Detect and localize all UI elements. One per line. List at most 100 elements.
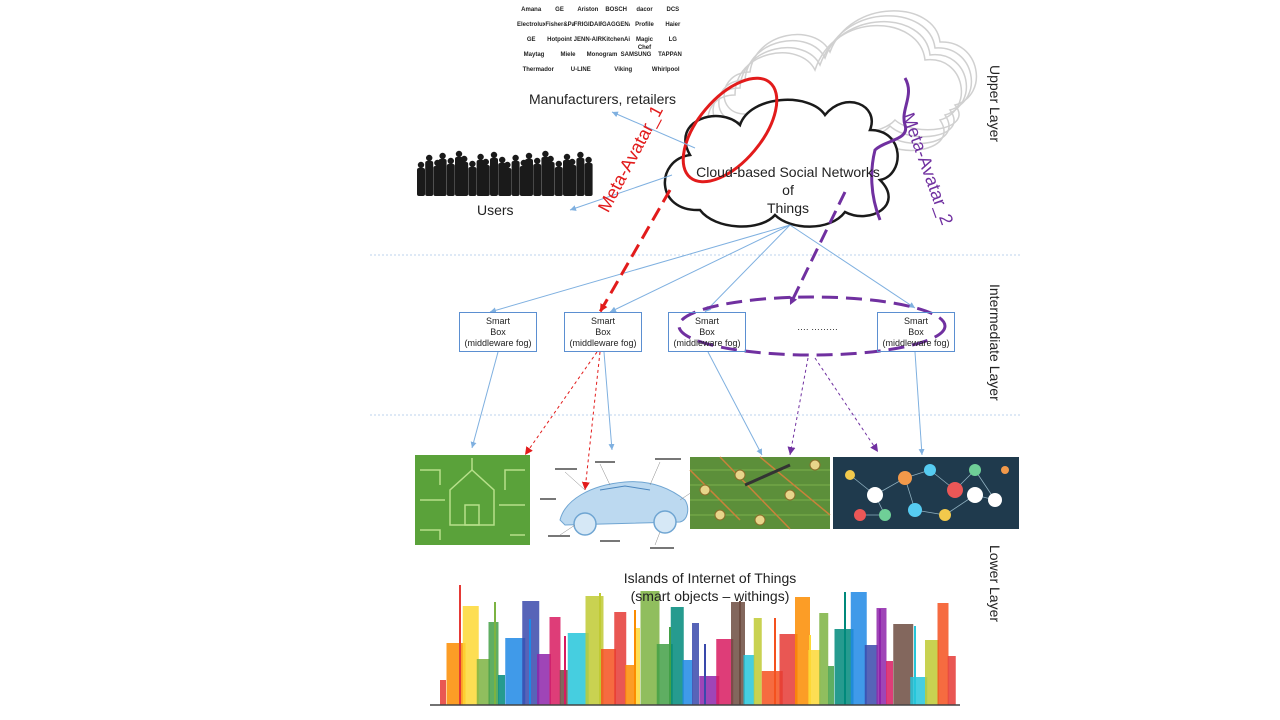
brand-logo: Monogram bbox=[586, 52, 618, 58]
person-head bbox=[569, 158, 576, 166]
smart-home-circuit-image bbox=[415, 455, 530, 545]
brand-logo: Fisher&Paykel bbox=[545, 22, 574, 28]
person-head bbox=[499, 156, 506, 164]
skyline-building bbox=[601, 649, 616, 705]
cloud-label: Cloud-based Social Networks of Things bbox=[690, 163, 886, 217]
smart-farm-image bbox=[689, 456, 831, 530]
skyline-building bbox=[850, 592, 867, 705]
lower-layer-label: Lower Layer bbox=[987, 545, 1003, 623]
person-head bbox=[585, 156, 592, 164]
meta-avatar-1-ellipse bbox=[681, 76, 779, 184]
lower-title-line1: Islands of Internet of Things bbox=[623, 570, 797, 586]
skyline-building bbox=[808, 650, 821, 705]
skyline-building bbox=[656, 644, 673, 705]
smart-box-2: Smart Box (middleware fog) bbox=[564, 312, 642, 352]
person-body bbox=[554, 167, 563, 196]
person-head bbox=[504, 161, 511, 169]
skyline-building bbox=[819, 613, 829, 705]
skyline-building bbox=[886, 661, 893, 705]
person-body bbox=[481, 165, 490, 196]
person-head bbox=[426, 154, 433, 162]
manufacturers-label: Manufacturers, retailers bbox=[529, 91, 677, 107]
purple-dotted-links bbox=[787, 357, 879, 456]
skyline-building bbox=[537, 654, 551, 705]
smart-box-line3: (middleware fog) bbox=[569, 337, 637, 348]
brand-logo: Viking bbox=[614, 67, 633, 73]
blue-connectors bbox=[470, 111, 925, 456]
brand-logo: JENN-AIR bbox=[573, 37, 602, 43]
skyline-building bbox=[640, 591, 660, 705]
skyline-building bbox=[828, 666, 834, 705]
skyline-building bbox=[925, 640, 939, 705]
brand-logo: GAGGENAU bbox=[602, 22, 630, 28]
person-head bbox=[469, 160, 476, 168]
skyline-building bbox=[488, 622, 499, 705]
person-body bbox=[425, 161, 434, 196]
brand-logo: dacor bbox=[636, 7, 653, 13]
person-body bbox=[503, 168, 512, 196]
person-head bbox=[477, 153, 484, 161]
users-label: Users bbox=[477, 202, 514, 218]
upper-layer-label: Upper Layer bbox=[987, 65, 1003, 143]
meta-avatar-2-curve bbox=[870, 77, 911, 221]
brand-logo: Miele bbox=[560, 52, 576, 58]
skyline-building bbox=[559, 670, 568, 705]
person-body bbox=[568, 165, 577, 196]
smart-box-ellipsis: …. ……… bbox=[797, 322, 839, 332]
brand-logo: Ariston bbox=[577, 7, 599, 13]
person-head bbox=[542, 150, 549, 158]
brand-logo: Electrolux bbox=[517, 22, 546, 28]
skyline-building bbox=[753, 618, 762, 705]
smart-box-line2: Box bbox=[699, 326, 715, 337]
person-head bbox=[439, 152, 446, 160]
skyline-building bbox=[937, 603, 949, 705]
skyline-building bbox=[634, 628, 640, 705]
person-head bbox=[417, 161, 425, 169]
cloud-label-line2: Things bbox=[766, 200, 810, 216]
person-body bbox=[417, 168, 425, 196]
smart-box-line2: Box bbox=[908, 326, 924, 337]
skyline-building bbox=[876, 608, 887, 705]
skyline-building bbox=[476, 659, 490, 705]
lower-title: Islands of Internet of Things (smart obj… bbox=[580, 569, 840, 605]
skyline-building bbox=[614, 612, 627, 705]
brand-logo: Whirlpool bbox=[651, 67, 680, 73]
person-body bbox=[533, 164, 542, 196]
brand-logo: GE bbox=[526, 37, 536, 43]
skyline-building bbox=[743, 655, 755, 705]
person-body bbox=[490, 158, 498, 196]
brand-logo: Thermador bbox=[522, 67, 554, 73]
skyline-building bbox=[682, 660, 693, 705]
brand-logo: SAMSUNG bbox=[620, 52, 652, 58]
skyline-building bbox=[947, 656, 956, 705]
skyline-building bbox=[567, 633, 589, 705]
skyline-building bbox=[910, 677, 928, 705]
person-head bbox=[525, 152, 533, 160]
person-head bbox=[534, 157, 541, 165]
cloud-label-line1: Cloud-based Social Networks of bbox=[696, 164, 880, 198]
skyline-building bbox=[446, 643, 466, 705]
skyline-building bbox=[761, 671, 783, 705]
skyline-building bbox=[462, 606, 479, 705]
smart-car-image bbox=[540, 458, 712, 549]
person-body bbox=[446, 164, 455, 196]
skyline-building bbox=[779, 634, 798, 705]
person-head bbox=[512, 154, 519, 162]
smart-box-line1: Smart bbox=[694, 315, 719, 326]
skyline-building bbox=[864, 645, 878, 705]
brand-logo: FRIGIDAIRE bbox=[573, 22, 602, 28]
skyline-building bbox=[549, 617, 561, 705]
skyline-building bbox=[692, 623, 699, 705]
skyline-building bbox=[625, 665, 635, 705]
brand-logo: Amana bbox=[521, 7, 542, 13]
person-head bbox=[577, 151, 584, 159]
person-head bbox=[447, 157, 454, 165]
smart-box-line1: Smart bbox=[590, 315, 615, 326]
brand-logo: DCS bbox=[666, 7, 680, 13]
skyline-building bbox=[893, 624, 914, 705]
brand-logo: Haier bbox=[665, 22, 681, 28]
smart-box-line3: (middleware fog) bbox=[464, 337, 532, 348]
person-head bbox=[482, 158, 489, 166]
brand-logo: Maytag bbox=[523, 52, 545, 58]
